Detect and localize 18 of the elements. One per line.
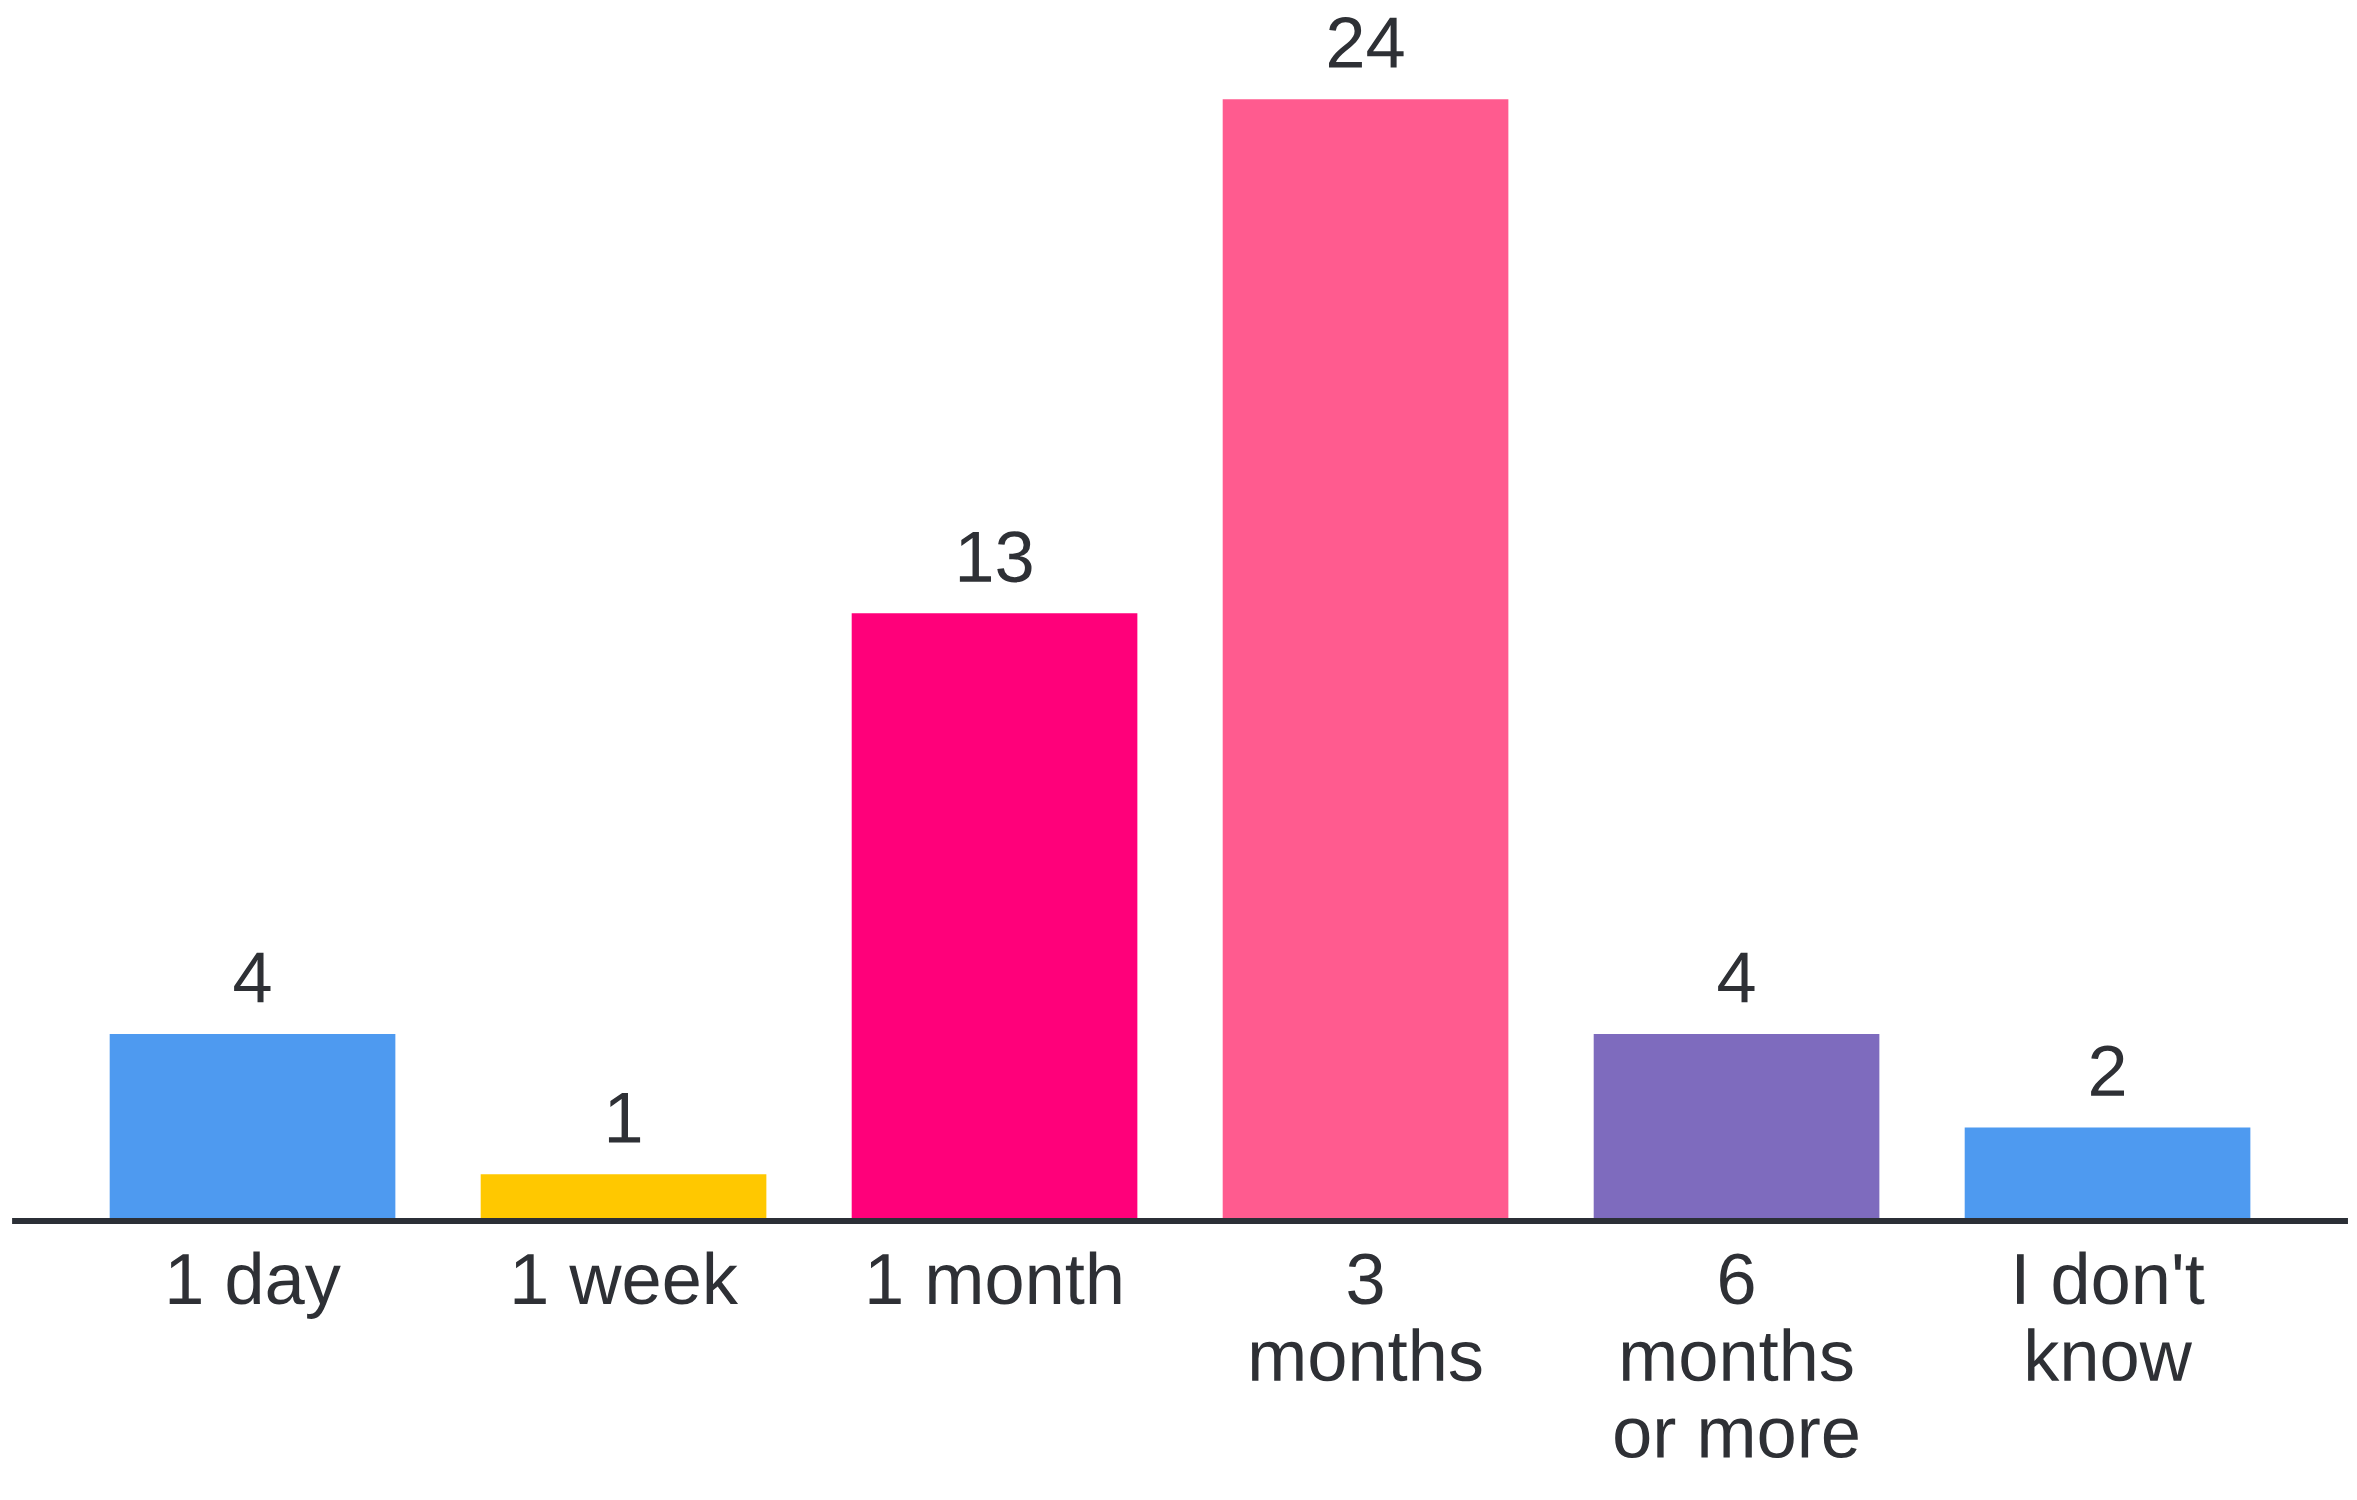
bar [109, 1034, 396, 1221]
x-tick-label: 1 day [169, 1251, 341, 1319]
bar [1964, 1127, 2251, 1221]
data-label: 1 [608, 1092, 641, 1143]
data-label: 24 [1329, 17, 1404, 68]
data-label: 4 [234, 952, 271, 1003]
bar [1593, 1034, 1880, 1221]
data-label: 2 [2091, 1045, 2124, 1096]
x-tick-label: I don't know [2016, 1251, 2205, 1382]
bar [851, 613, 1138, 1221]
bar [480, 1174, 767, 1221]
bar [1222, 99, 1509, 1221]
x-tick-label: 1 week [514, 1251, 739, 1305]
data-label: 4 [1718, 952, 1755, 1003]
data-label: 13 [959, 531, 1032, 583]
x-tick-label: 6 months or more [1615, 1253, 1858, 1459]
x-tick-label: 3 months [1251, 1253, 1482, 1382]
x-tick-label: 1 month [869, 1251, 1121, 1305]
